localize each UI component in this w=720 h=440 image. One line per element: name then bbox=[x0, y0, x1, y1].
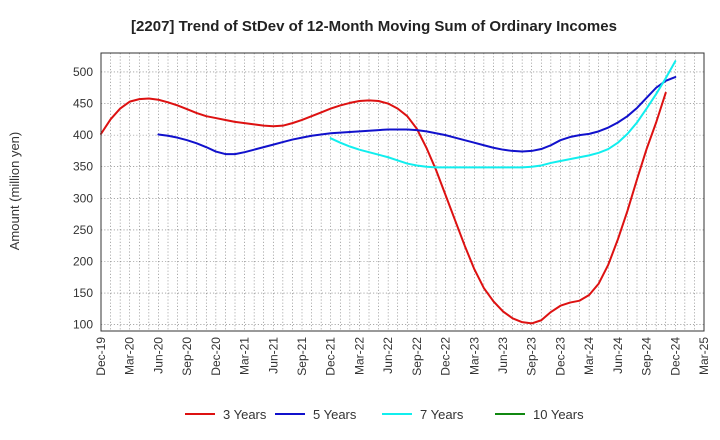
x-tick-label: Jun-20 bbox=[151, 337, 165, 374]
x-tick-label: Jun-23 bbox=[496, 337, 510, 374]
x-tick-label: Jun-22 bbox=[381, 337, 395, 374]
y-tick-label: 100 bbox=[73, 318, 93, 332]
x-tick-label: Mar-24 bbox=[582, 337, 596, 375]
series-line-3-years bbox=[100, 91, 667, 325]
x-tick-labels: Dec-19 Mar-20 Jun-20 Sep-20 Dec-20 Mar-21 Jun-… bbox=[94, 337, 711, 376]
x-tick-label: Mar-21 bbox=[238, 337, 252, 375]
x-tick-label: Dec-21 bbox=[324, 337, 338, 376]
x-tick-label: Sep-23 bbox=[525, 337, 539, 376]
y-axis-label: Amount (million yen) bbox=[7, 132, 22, 251]
y-tick-label: 250 bbox=[73, 223, 93, 237]
x-tick-label: Sep-22 bbox=[410, 337, 424, 376]
x-tick-label: Sep-21 bbox=[295, 337, 309, 376]
y-tick-label: 300 bbox=[73, 191, 93, 205]
x-tick-label: Sep-20 bbox=[180, 337, 194, 376]
plot-frame bbox=[100, 52, 705, 332]
x-tick-label: Mar-20 bbox=[123, 337, 137, 375]
x-tick-label: Sep-24 bbox=[640, 337, 654, 376]
x-tick-label: Dec-24 bbox=[668, 337, 682, 376]
y-tick-labels: 100 150 200 250 300 350 400 450 500 bbox=[73, 65, 93, 332]
legend-label-7-years: 7 Years bbox=[420, 407, 464, 422]
legend-label-3-years: 3 Years bbox=[223, 407, 267, 422]
x-tick-label: Mar-25 bbox=[697, 337, 711, 375]
chart-title: [2207] Trend of StDev of 12-Month Moving… bbox=[131, 18, 617, 35]
legend: 3 Years 5 Years 7 Years 10 Years bbox=[185, 407, 584, 422]
x-tick-label: Dec-23 bbox=[553, 337, 567, 376]
y-tick-label: 450 bbox=[73, 97, 93, 111]
x-tick-label: Dec-19 bbox=[94, 337, 108, 376]
y-tick-label: 150 bbox=[73, 286, 93, 300]
y-tick-label: 200 bbox=[73, 255, 93, 269]
y-tick-label: 350 bbox=[73, 160, 93, 174]
x-tick-label: Dec-20 bbox=[209, 337, 223, 376]
y-tick-label: 500 bbox=[73, 65, 93, 79]
y-tick-label: 400 bbox=[73, 128, 93, 142]
grid-layer bbox=[101, 53, 704, 331]
legend-label-5-years: 5 Years bbox=[313, 407, 357, 422]
series-line-5-years bbox=[157, 76, 677, 156]
x-tick-label: Mar-23 bbox=[467, 337, 481, 375]
series-layer bbox=[100, 60, 677, 325]
legend-label-10-years: 10 Years bbox=[533, 407, 584, 422]
x-tick-label: Dec-22 bbox=[439, 337, 453, 376]
x-tick-label: Jun-21 bbox=[266, 337, 280, 374]
x-tick-label: Mar-22 bbox=[352, 337, 366, 375]
series-line-7-years bbox=[329, 60, 677, 169]
x-tick-label: Jun-24 bbox=[611, 337, 625, 374]
